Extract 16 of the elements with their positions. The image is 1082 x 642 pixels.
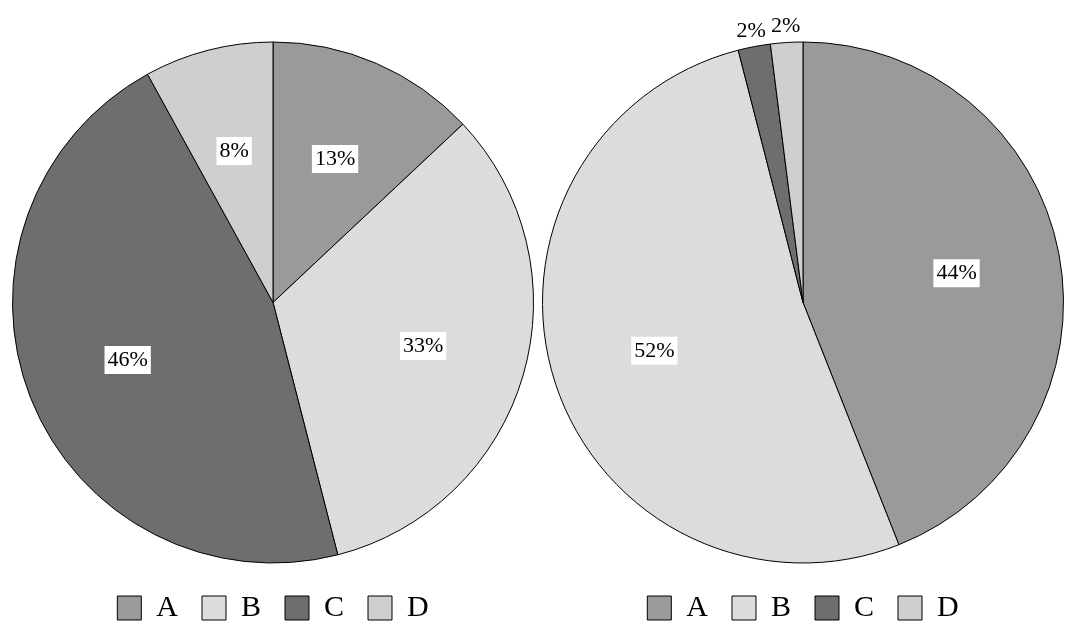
data-label: 8% — [219, 136, 249, 162]
data-label: 46% — [107, 345, 148, 371]
data-label: 33% — [402, 331, 444, 357]
legend-label: A — [156, 588, 179, 622]
legend-label: C — [854, 588, 875, 622]
data-label: 52% — [634, 336, 675, 362]
data-label: 2% — [736, 16, 766, 42]
legend-label: A — [686, 588, 709, 622]
legend-label: B — [770, 588, 792, 622]
data-label: 13% — [314, 144, 356, 170]
legend-label: C — [324, 588, 345, 622]
data-label: 2% — [770, 12, 801, 38]
data-label: 44% — [936, 258, 977, 284]
legend-label: B — [240, 588, 262, 622]
legend-label: D — [937, 588, 959, 622]
legend-label: D — [407, 588, 429, 622]
